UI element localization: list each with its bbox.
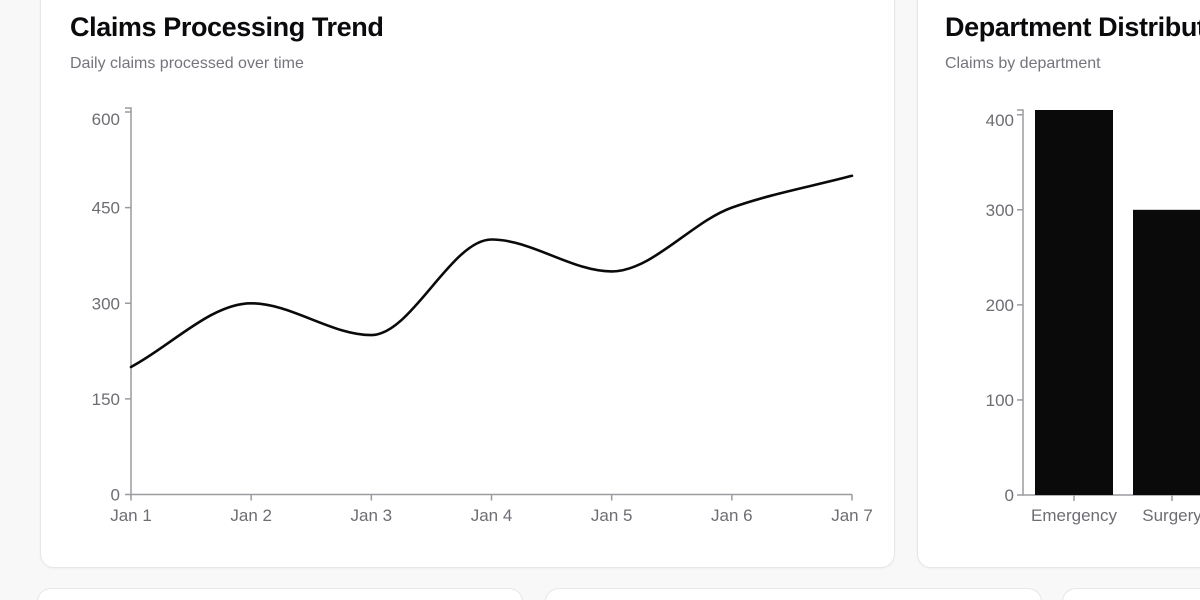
bar-chart-subtitle: Claims by department: [945, 55, 1101, 72]
line-chart-title: Claims Processing Trend: [70, 12, 384, 42]
partial-card-bottom-middle: [545, 588, 1042, 600]
bar-chart-title: Department Distribution: [945, 12, 1200, 42]
claims-trend-card: [40, 0, 895, 568]
line-chart-subtitle: Daily claims processed over time: [70, 55, 304, 72]
partial-card-bottom-right: [1062, 588, 1200, 600]
partial-card-bottom-left: [37, 588, 523, 600]
department-distribution-card: [917, 0, 1200, 568]
